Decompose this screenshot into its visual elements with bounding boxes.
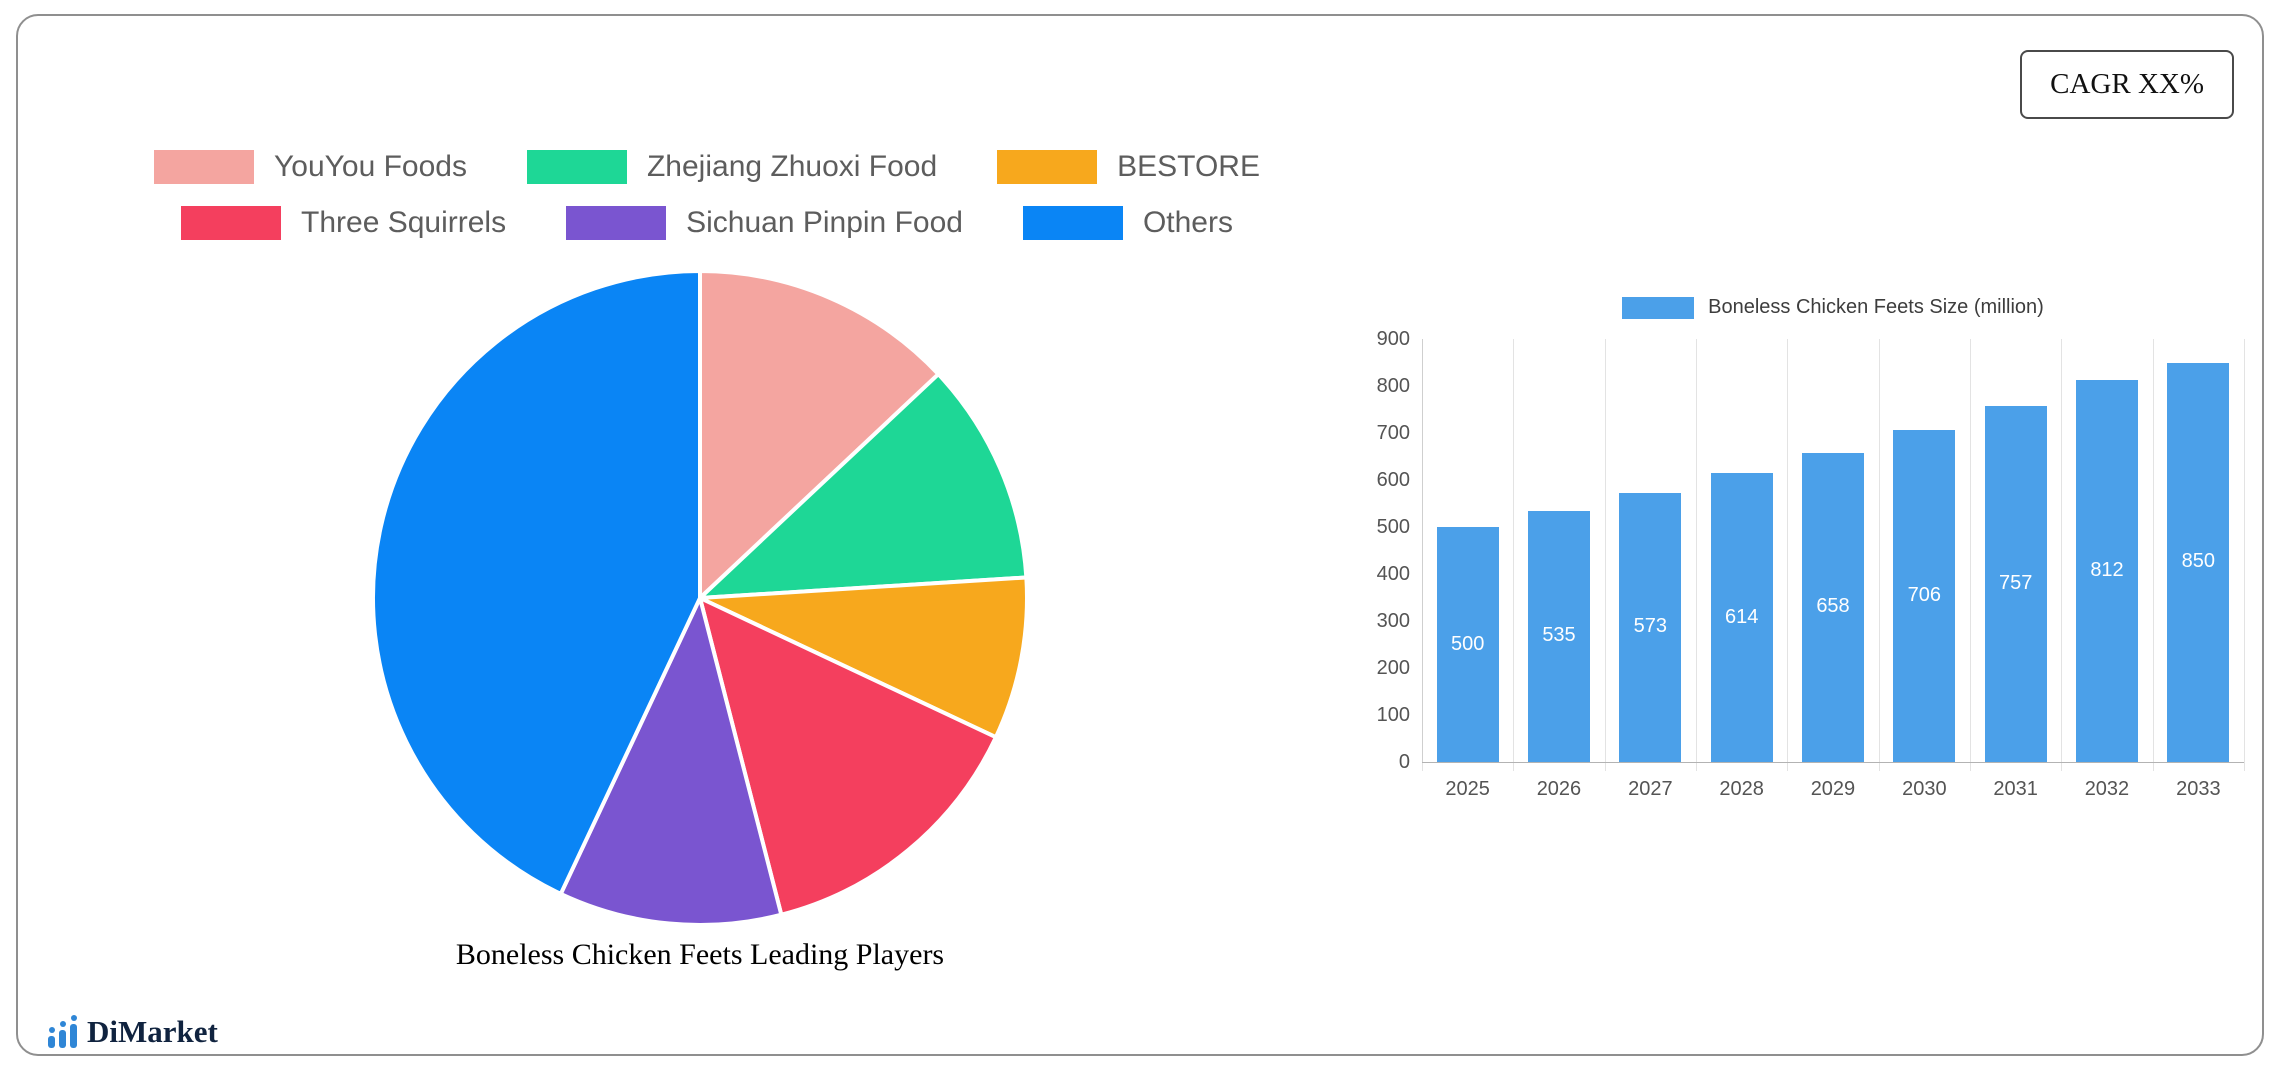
pie-title: Boneless Chicken Feets Leading Players	[455, 938, 945, 971]
x-axis-label: 2026	[1536, 778, 1582, 800]
gridline	[2152, 339, 2154, 771]
gridline	[1696, 339, 1697, 771]
legend-label: YouYou Foods	[274, 150, 467, 183]
bar	[1619, 492, 1682, 762]
legend-swatch	[526, 150, 627, 184]
legend-item: Others	[1022, 206, 1233, 240]
bar	[1893, 430, 1956, 762]
y-axis-label: 200	[1376, 657, 1410, 679]
bar-legend-label: Boneless Chicken Feets Size (million)	[1708, 296, 2044, 318]
bar-legend: Boneless Chicken Feets Size (million)	[1422, 296, 2244, 319]
bar-value-label: 658	[1816, 595, 1850, 618]
pie-slice	[698, 372, 1029, 600]
y-axis-label: 300	[1376, 610, 1410, 632]
bar	[1528, 510, 1590, 762]
gridline	[1513, 339, 1515, 771]
legend-swatch	[997, 150, 1098, 184]
bar-value-label: 757	[1999, 572, 2033, 595]
x-axis-label: 2025	[1445, 778, 1490, 800]
x-axis-label: 2030	[1902, 778, 1947, 800]
x-axis-label: 2031	[1993, 778, 2038, 800]
report-card: CAGR XX% YouYou Foods Zhejiang Zhuoxi Foo…	[16, 14, 2264, 1056]
gridline	[2244, 339, 2245, 771]
pie-chart	[371, 269, 1029, 927]
logo-bars-icon	[48, 1015, 77, 1048]
legend-item: BESTORE	[997, 150, 1260, 184]
pie-slice	[371, 269, 702, 896]
bar	[2167, 362, 2230, 762]
legend-label: Three Squirrels	[301, 206, 507, 239]
bar-value-label: 850	[2181, 550, 2215, 573]
bar-chart: Boneless Chicken Feets Size (million) 0 1…	[1374, 294, 2280, 874]
bar-value-label: 535	[1542, 624, 1576, 647]
legend-swatch	[566, 206, 667, 240]
cagr-badge: CAGR XX%	[2020, 50, 2234, 119]
legend-item: Three Squirrels	[181, 206, 506, 240]
y-axis-label: 800	[1376, 375, 1410, 397]
bar-value-label: 614	[1725, 605, 1759, 628]
legend-label: Others	[1142, 206, 1233, 239]
legend-item: YouYou Foods	[154, 150, 467, 184]
legend-item: Zhejiang Zhuoxi Food	[526, 150, 938, 184]
gridline	[1970, 339, 1971, 771]
y-axis-label: 400	[1376, 563, 1410, 585]
x-axis-label: 2033	[2176, 778, 2221, 800]
y-axis-label: 700	[1376, 422, 1410, 444]
y-axis-label: 600	[1376, 469, 1410, 491]
x-axis-label: 2032	[2084, 778, 2130, 800]
pie-slice	[698, 596, 998, 917]
y-axis-label: 500	[1376, 516, 1410, 538]
bar-value-label: 500	[1451, 632, 1485, 655]
x-axis-label: 2027	[1628, 778, 1673, 800]
legend-swatch	[1022, 206, 1123, 240]
bar	[1984, 406, 2047, 762]
bar-legend-swatch	[1622, 296, 1695, 319]
y-axis-line	[1422, 339, 1423, 762]
bar	[1436, 527, 1499, 762]
pie-legend-row: Three Squirrels Sichuan Pinpin Food Others	[181, 206, 1233, 240]
x-axis-line	[1422, 762, 2244, 763]
legend-item: Sichuan Pinpin Food	[566, 206, 963, 240]
legend-swatch	[181, 206, 282, 240]
x-axis-label: 2028	[1719, 778, 1764, 800]
bar-value-label: 706	[1907, 584, 1941, 607]
x-axis-label: 2029	[1810, 778, 1856, 800]
logo-text: DiMarket	[87, 1014, 218, 1049]
legend-swatch	[154, 150, 255, 184]
bar	[1802, 452, 1864, 762]
legend-label: Zhejiang Zhuoxi Food	[646, 150, 938, 183]
y-axis-label: 100	[1376, 704, 1410, 726]
y-axis-label: 900	[1376, 328, 1410, 350]
legend-label: Sichuan Pinpin Food	[686, 206, 963, 239]
pie-slice	[698, 269, 941, 600]
gridline	[1878, 339, 1880, 771]
gridline	[1787, 339, 1789, 771]
gridline	[1604, 339, 1606, 771]
pie-legend-row: YouYou Foods Zhejiang Zhuoxi Food BESTORE	[154, 150, 1260, 184]
y-axis-label: 0	[1398, 751, 1410, 773]
pie-legend: YouYou Foods Zhejiang Zhuoxi Food BESTORE T…	[62, 150, 1352, 240]
bar-value-label: 812	[2090, 559, 2124, 582]
bar	[1710, 473, 1773, 762]
bar	[2076, 380, 2138, 762]
dimarket-logo: DiMarket	[48, 1014, 218, 1050]
legend-label: BESTORE	[1117, 150, 1260, 183]
gridline	[2061, 339, 2063, 771]
pie-slice	[698, 575, 1029, 740]
bar-value-label: 573	[1633, 615, 1667, 638]
pie-slice	[558, 596, 784, 927]
